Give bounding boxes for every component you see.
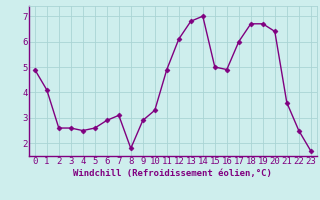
X-axis label: Windchill (Refroidissement éolien,°C): Windchill (Refroidissement éolien,°C) — [73, 169, 272, 178]
